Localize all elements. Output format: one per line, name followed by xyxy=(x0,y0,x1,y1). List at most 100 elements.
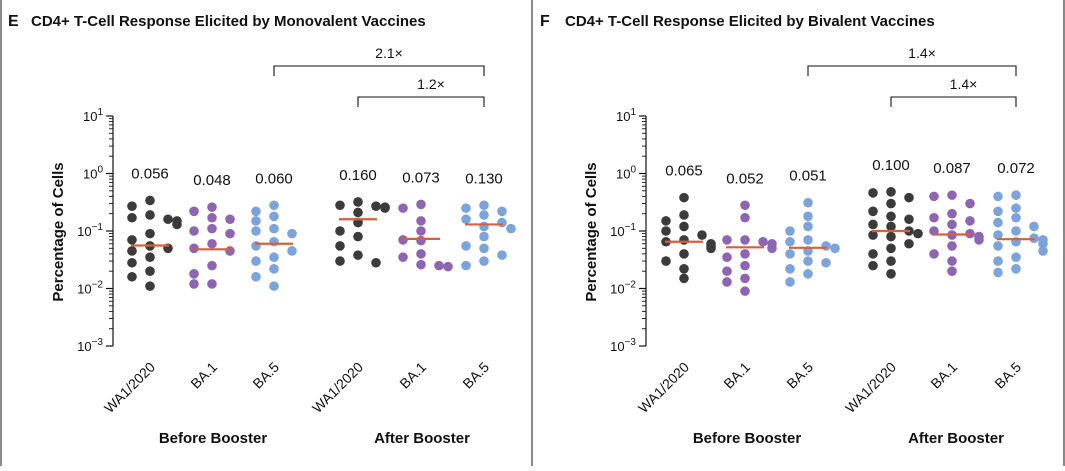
data-point xyxy=(269,200,279,211)
y-axis-label: Percentage of Cells xyxy=(50,162,67,301)
data-point xyxy=(661,256,671,266)
data-point xyxy=(785,277,795,287)
data-point xyxy=(189,279,199,289)
data-point xyxy=(785,264,795,274)
data-point xyxy=(145,266,155,276)
data-point xyxy=(722,266,732,276)
y-tick-label: 101 xyxy=(616,107,636,124)
data-point xyxy=(868,249,878,259)
data-point xyxy=(821,257,831,268)
data-point xyxy=(479,200,489,211)
panel-letter: E xyxy=(8,13,19,30)
panel-right-border xyxy=(1063,0,1065,466)
data-point xyxy=(740,273,750,284)
data-point xyxy=(965,216,975,226)
data-point xyxy=(461,241,471,251)
data-point xyxy=(740,235,750,245)
median-label: 0.073 xyxy=(402,169,440,186)
y-tick-label: 10−1 xyxy=(77,222,103,239)
panel-title: CD4+ T-Cell Response Elicited by Bivalen… xyxy=(565,13,935,30)
data-point xyxy=(697,230,707,240)
data-point xyxy=(679,273,689,284)
category-label: WA1/2020 xyxy=(309,359,366,416)
median-label: 0.052 xyxy=(726,170,764,187)
category-label: BA.5 xyxy=(249,359,282,392)
data-point xyxy=(416,249,426,259)
data-point xyxy=(225,228,235,239)
group-label-after: After Booster xyxy=(374,430,470,447)
data-point xyxy=(965,198,975,209)
y-tick-label: 10−2 xyxy=(77,280,103,297)
data-point xyxy=(335,200,345,211)
data-point xyxy=(461,203,471,213)
data-point xyxy=(740,286,750,296)
data-point xyxy=(189,269,199,279)
category-label: WA1/2020 xyxy=(842,359,899,416)
panel-divider xyxy=(531,0,533,466)
group-label-after: After Booster xyxy=(908,430,1004,447)
data-point xyxy=(1011,264,1021,274)
category-label: WA1/2020 xyxy=(101,359,158,416)
median-label: 0.130 xyxy=(465,170,503,187)
data-point xyxy=(803,211,813,222)
data-point xyxy=(335,241,345,251)
data-point xyxy=(127,257,137,268)
data-point xyxy=(929,212,939,223)
data-point xyxy=(803,269,813,279)
data-point xyxy=(1011,203,1021,213)
data-point xyxy=(269,252,279,263)
data-point xyxy=(371,257,381,268)
group-label-before: Before Booster xyxy=(693,430,802,447)
data-point xyxy=(207,238,217,249)
median-label: 0.060 xyxy=(255,170,293,187)
data-point xyxy=(335,256,345,266)
data-point xyxy=(785,226,795,236)
data-point xyxy=(371,201,381,211)
comparison-bracket xyxy=(273,65,485,76)
data-point xyxy=(251,216,261,226)
data-point xyxy=(127,201,137,211)
data-point xyxy=(821,241,831,251)
y-tick-label: 100 xyxy=(83,165,103,182)
data-point xyxy=(145,195,155,206)
data-point xyxy=(947,208,957,219)
data-point xyxy=(353,250,363,260)
data-point xyxy=(929,249,939,259)
data-point xyxy=(443,261,453,272)
data-point xyxy=(479,256,489,266)
data-point xyxy=(225,214,235,225)
data-point xyxy=(904,192,914,203)
data-point xyxy=(886,231,896,242)
data-point xyxy=(207,212,217,223)
data-point xyxy=(722,277,732,287)
data-point xyxy=(416,199,426,210)
data-point xyxy=(868,219,878,230)
data-point xyxy=(803,197,813,208)
data-point xyxy=(269,236,279,247)
category-label: BA.1 xyxy=(927,359,960,392)
median-label: 0.087 xyxy=(933,160,971,177)
data-point xyxy=(803,221,813,232)
data-point xyxy=(679,210,689,220)
data-point xyxy=(767,243,777,254)
data-point xyxy=(886,198,896,209)
data-point xyxy=(993,256,1003,266)
data-point xyxy=(353,207,363,218)
category-label: BA.5 xyxy=(459,359,492,392)
median-label: 0.072 xyxy=(997,160,1035,177)
data-point xyxy=(947,241,957,251)
data-point xyxy=(163,214,173,225)
ratio-label: 1.4× xyxy=(908,45,936,61)
data-point xyxy=(251,226,261,236)
group-label-before: Before Booster xyxy=(159,430,268,447)
panel-f: F CD4+ T-Cell Response Elicited by Bival… xyxy=(540,13,1048,447)
data-point xyxy=(1011,190,1021,200)
data-point xyxy=(993,230,1003,240)
data-point xyxy=(189,206,199,217)
data-point xyxy=(251,206,261,217)
data-point xyxy=(679,192,689,203)
data-point xyxy=(1038,246,1048,256)
data-point xyxy=(947,266,957,276)
